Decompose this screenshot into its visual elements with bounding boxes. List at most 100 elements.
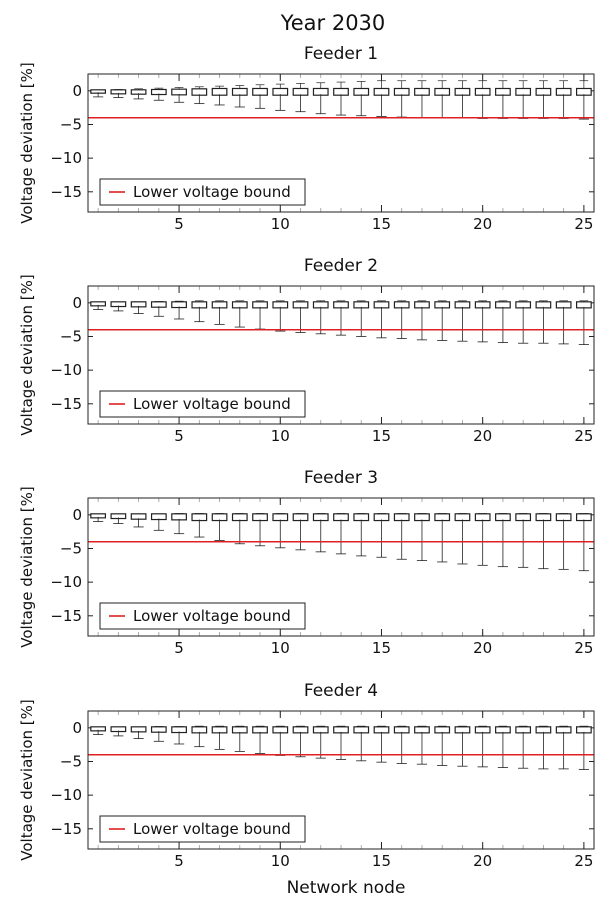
box-node-12 (312, 300, 329, 335)
box-iqr (474, 513, 491, 522)
box-node-15 (373, 300, 390, 339)
x-tick-label: 25 (574, 427, 593, 445)
y-tick-label: −5 (60, 752, 82, 770)
box-node-1 (90, 89, 107, 98)
panel-feeder-2: Feeder 2 Voltage deviation [%] 0 −5 −10 −15 5 1… (18, 256, 595, 445)
box-node-3 (130, 726, 147, 739)
box-node-9 (252, 84, 268, 109)
y-axis-label: Voltage deviation [%] (18, 62, 36, 223)
box-node-23 (535, 80, 552, 119)
box-node-22 (515, 80, 532, 119)
box-node-8 (231, 725, 248, 752)
x-tick-label: 25 (574, 852, 593, 870)
box-node-23 (535, 300, 552, 344)
x-tick-label: 20 (473, 639, 492, 657)
box-node-12 (312, 82, 329, 115)
box-node-15 (373, 80, 390, 117)
box-node-16 (393, 80, 410, 118)
box-iqr (515, 513, 532, 522)
x-tick-label: 15 (372, 852, 391, 870)
box-iqr (393, 513, 410, 522)
figure-title: Year 2030 (280, 11, 386, 35)
legend: Lower voltage bound (99, 178, 306, 206)
box-node-10 (272, 83, 289, 111)
legend-box (99, 815, 306, 843)
box-node-3 (130, 88, 147, 100)
box-iqr (292, 513, 309, 522)
box-iqr (373, 513, 390, 522)
panel-feeder-3: Feeder 3 Voltage deviation [%] 0 −5 −10 −15 5 1… (18, 468, 595, 657)
box-node-1 (90, 726, 107, 735)
box-iqr (373, 87, 390, 96)
box-node-7 (211, 725, 228, 750)
plot-frame (87, 497, 595, 637)
legend-label: Lower voltage bound (133, 395, 291, 413)
box-node-24 (555, 513, 572, 570)
box-iqr (495, 87, 511, 96)
box-node-10 (272, 725, 289, 756)
x-tick-label: 5 (174, 852, 184, 870)
box-node-16 (393, 300, 410, 339)
box-node-4 (150, 513, 167, 531)
y-tick-label: −15 (50, 607, 82, 625)
panel-feeder-1: Feeder 1 Voltage deviation [%] 0 −5 −10 −15 5 1… (18, 44, 595, 233)
box-node-22 (515, 725, 532, 769)
x-tick-label: 15 (372, 427, 391, 445)
box-node-17 (414, 513, 430, 562)
x-tick-label: 25 (574, 639, 593, 657)
box-iqr (353, 513, 370, 522)
box-iqr (231, 513, 248, 522)
panels: Feeder 1 Voltage deviation [%] 0 −5 −10 −15 5 1… (18, 44, 595, 870)
box-node-8 (231, 513, 248, 545)
box-node-11 (292, 513, 309, 551)
x-tick-label: 5 (174, 427, 184, 445)
box-node-18 (434, 513, 451, 563)
x-tick-label: 20 (473, 427, 492, 445)
panel-feeder-4: Feeder 4 Voltage deviation [%] 0 −5 −10 −15 5 1… (18, 681, 595, 870)
y-axis-label: Voltage deviation [%] (18, 486, 36, 647)
box-node-19 (454, 300, 471, 342)
box-node-9 (252, 300, 268, 330)
plot-frame (87, 710, 595, 850)
box-iqr (292, 87, 309, 96)
box-iqr (454, 513, 471, 522)
box-iqr (353, 87, 370, 96)
box-node-4 (150, 87, 167, 101)
legend: Lower voltage bound (99, 390, 306, 418)
box-node-15 (373, 725, 390, 763)
x-tick-label: 10 (271, 639, 290, 657)
plot-frame (87, 285, 595, 425)
box-iqr (312, 513, 329, 522)
box-iqr (535, 513, 552, 522)
box-node-22 (515, 513, 532, 568)
box-node-20 (474, 300, 491, 343)
y-tick-label: −5 (60, 327, 82, 345)
legend-box (99, 602, 306, 630)
box-node-21 (495, 80, 511, 119)
box-iqr (231, 87, 248, 96)
x-tick-label: 10 (271, 215, 290, 233)
box-iqr (434, 87, 451, 96)
box-node-10 (272, 513, 289, 549)
box-node-25 (575, 300, 592, 345)
box-node-11 (292, 300, 309, 333)
panel-title: Feeder 1 (304, 44, 378, 64)
y-tick-label: −15 (50, 395, 82, 413)
y-tick-label: −15 (50, 820, 82, 838)
box-iqr (495, 513, 511, 522)
box-node-12 (312, 725, 329, 759)
box-node-17 (414, 725, 430, 765)
y-tick-label: −10 (50, 149, 82, 167)
box-node-10 (272, 300, 289, 332)
box-node-17 (414, 80, 430, 118)
box-iqr (535, 87, 552, 96)
box-iqr (272, 87, 289, 96)
box-iqr (191, 513, 208, 522)
panel-title: Feeder 2 (304, 256, 378, 276)
y-tick-label: −5 (60, 539, 82, 557)
y-tick-label: −15 (50, 183, 82, 201)
box-iqr (312, 87, 329, 96)
box-node-18 (434, 725, 451, 766)
box-node-5 (171, 300, 187, 320)
box-iqr (393, 87, 410, 96)
